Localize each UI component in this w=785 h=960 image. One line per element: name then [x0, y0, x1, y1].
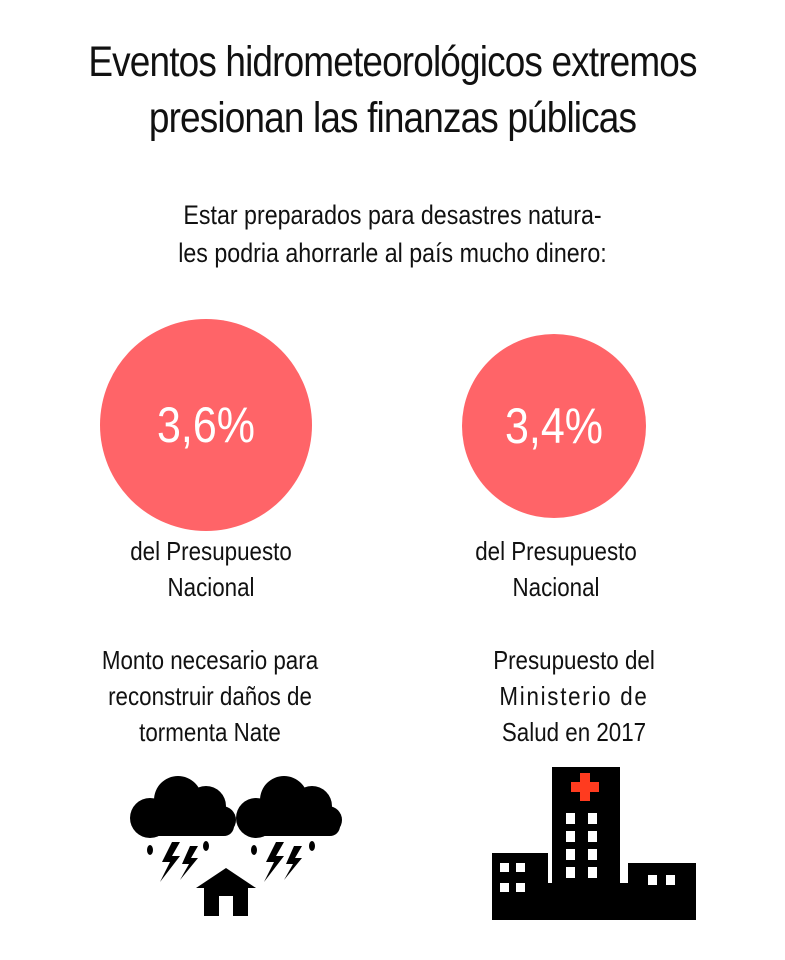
- intro-text-line-2: les podria ahorrarle al país mucho diner…: [178, 238, 607, 268]
- stat-description-nate-line-2: reconstruir daños de: [108, 681, 312, 711]
- page-title: Eventos hidrometeorológicos extremos pre…: [55, 34, 730, 146]
- stat-description-nate: Monto necesario para reconstruir daños d…: [81, 642, 339, 750]
- stat-value-nate: 3,6%: [156, 397, 256, 453]
- stat-circle-nate: 3,6%: [100, 319, 312, 531]
- stat-value-health: 3,4%: [504, 398, 604, 454]
- stat-description-health-line-2: Ministerio de: [499, 681, 649, 711]
- page-title-line-1: Eventos hidrometeorológicos extremos: [88, 38, 697, 86]
- stat-label-nate-line-2: Nacional: [167, 572, 255, 602]
- stat-description-nate-line-3: tormenta Nate: [139, 717, 281, 747]
- stat-description-nate-line-1: Monto necesario para: [101, 645, 319, 675]
- storm-house-icon: [130, 776, 342, 916]
- page-title-line-2: presionan las finanzas públicas: [148, 94, 637, 142]
- stat-description-health: Presupuesto del Ministerio de Salud en 2…: [445, 642, 703, 750]
- intro-text-line-1: Estar preparados para desastres natura-: [183, 200, 602, 230]
- stat-description-health-line-1: Presupuesto del: [493, 645, 655, 675]
- stat-label-nate: del Presupuesto Nacional: [99, 533, 323, 605]
- stat-label-health: del Presupuesto Nacional: [444, 533, 668, 605]
- intro-text: Estar preparados para desastres natura- …: [132, 196, 652, 272]
- stat-label-nate-line-1: del Presupuesto: [130, 536, 292, 566]
- stat-label-health-line-2: Nacional: [512, 572, 600, 602]
- stat-label-health-line-1: del Presupuesto: [475, 536, 637, 566]
- hospital-icon: [492, 767, 696, 920]
- stat-description-health-line-3: Salud en 2017: [501, 717, 647, 747]
- stat-circle-health: 3,4%: [462, 334, 646, 518]
